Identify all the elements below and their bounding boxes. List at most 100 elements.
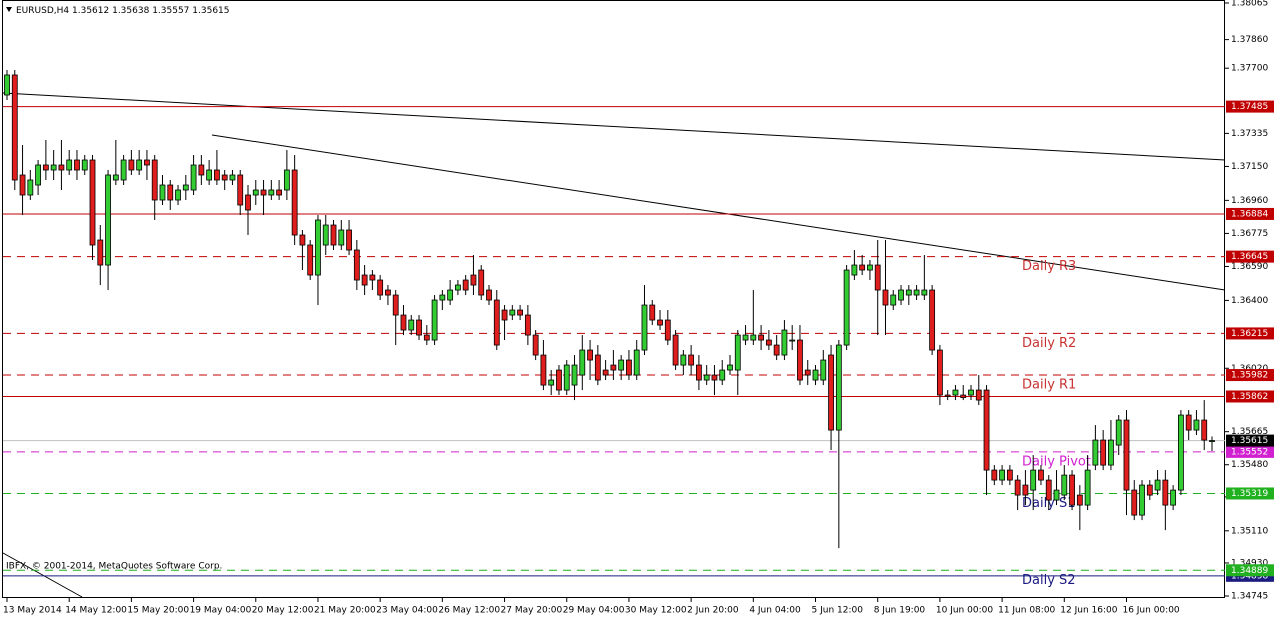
candle-body (602, 369, 609, 376)
candle-body (524, 314, 531, 336)
x-tick-label: 30 May 12:00 (625, 606, 687, 616)
y-tick-label: 1.35480 (1231, 460, 1268, 470)
candle-body (867, 264, 873, 271)
trend-line (2, 552, 83, 598)
ohlc-close: 1.35615 (192, 6, 229, 16)
level-price-label: 1.36215 (1231, 329, 1268, 339)
x-tick-label: 27 May 20:00 (501, 606, 563, 616)
level-price-box (1226, 445, 1274, 458)
candle-body (882, 289, 889, 306)
ohlc-low: 1.35557 (152, 6, 189, 16)
candle-body (680, 354, 687, 366)
candle-body (245, 194, 251, 211)
candle-body (455, 284, 461, 291)
plot-frame (2, 0, 1225, 598)
candle-body (1076, 494, 1083, 506)
candle-body (1108, 439, 1114, 466)
candle-body (237, 174, 244, 206)
candle-body (649, 304, 656, 321)
candle-body (361, 274, 368, 286)
candle-body (1030, 469, 1037, 491)
y-tick-label: 1.37150 (1231, 162, 1268, 172)
candle-body (1014, 479, 1021, 496)
candle-body (400, 314, 407, 331)
ohlc-high: 1.35638 (112, 6, 149, 16)
candle-body (1061, 474, 1068, 496)
candle-body (1185, 414, 1192, 431)
level-price-label: 1.34889 (1231, 566, 1268, 576)
candle-body (618, 359, 625, 371)
candle-body (144, 159, 150, 166)
x-tick-label: 19 May 04:00 (190, 606, 252, 616)
candle-body (556, 369, 562, 391)
candle-body (1162, 479, 1169, 506)
candle-body (136, 159, 143, 171)
candle-body (517, 309, 523, 316)
candle-body (999, 469, 1005, 481)
candle-body (1053, 489, 1060, 501)
candle-body (291, 169, 298, 236)
candle-body (563, 364, 570, 391)
candle-body (408, 319, 415, 331)
candle-body (385, 289, 391, 296)
x-tick-label: 4 Jun 04:00 (749, 606, 801, 616)
candle-body (594, 354, 601, 381)
candle-body (58, 164, 65, 171)
candle-body (1115, 419, 1122, 446)
candle-body (929, 289, 936, 351)
candle-body (167, 184, 174, 201)
level-price-label: 1.36884 (1231, 209, 1268, 219)
candle-body (1123, 419, 1130, 491)
candle-body (781, 329, 788, 356)
candle-body (299, 234, 306, 246)
candle-body (664, 319, 671, 341)
candle-body (742, 334, 749, 341)
y-tick-label: 1.38065 (1231, 0, 1268, 9)
ohlc-open: 1.35612 (72, 6, 109, 16)
level-name: Daily S2 (1022, 573, 1076, 588)
candle-body (369, 274, 376, 281)
candle-body (493, 299, 500, 346)
candle-body (190, 164, 197, 191)
candle-body (983, 389, 990, 471)
candle-body (377, 279, 384, 296)
candle-body (229, 174, 236, 181)
trend-line (2, 92, 1226, 161)
current-price-label: 1.35615 (1231, 436, 1268, 446)
candle-body (991, 469, 998, 481)
candle-body (27, 179, 34, 196)
level-name: Daily Pivot (1022, 454, 1091, 469)
candle-body (960, 394, 967, 398)
candle-body (268, 189, 275, 196)
candle-body (315, 219, 321, 276)
x-tick-label: 14 May 12:00 (65, 606, 127, 616)
candle-body (765, 339, 772, 346)
candle-body (214, 169, 220, 181)
candle-body (50, 164, 57, 171)
candle-body (1100, 439, 1107, 466)
candle-body (797, 339, 803, 381)
y-tick-label: 1.36400 (1231, 296, 1268, 306)
candle-body (703, 374, 710, 381)
candle-body (283, 169, 290, 191)
level-price-box (1226, 250, 1274, 263)
candle-body (81, 159, 88, 171)
candle-body (66, 159, 73, 171)
candle-body (812, 369, 819, 381)
x-tick-label: 8 Jun 19:00 (874, 606, 926, 616)
candle-body (338, 229, 345, 246)
y-tick-label: 1.37700 (1231, 64, 1268, 74)
candle-body (431, 299, 438, 341)
candle-body (330, 224, 337, 246)
x-tick-label: 29 May 04:00 (563, 606, 625, 616)
candle-body (532, 334, 539, 356)
candle-body (641, 304, 648, 351)
y-tick-label: 1.36775 (1231, 229, 1268, 239)
candle-body (439, 294, 446, 301)
level-price-label: 1.35982 (1231, 371, 1268, 381)
candle-body (657, 319, 663, 326)
candle-body (633, 349, 640, 376)
level-price-label: 1.35552 (1231, 447, 1268, 457)
